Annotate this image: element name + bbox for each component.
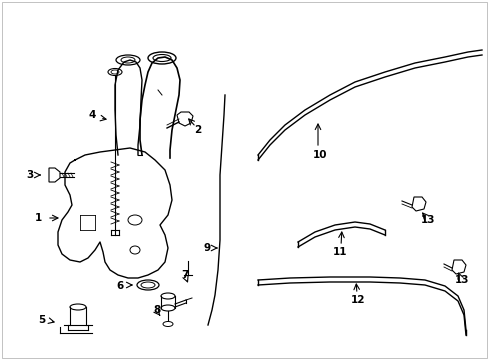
Text: 1: 1 bbox=[34, 213, 41, 223]
Text: 11: 11 bbox=[332, 247, 346, 257]
Text: 13: 13 bbox=[420, 215, 434, 225]
Text: 4: 4 bbox=[88, 110, 96, 120]
Text: 8: 8 bbox=[153, 305, 160, 315]
Text: 2: 2 bbox=[194, 125, 201, 135]
Text: 6: 6 bbox=[116, 281, 123, 291]
Text: 5: 5 bbox=[38, 315, 45, 325]
Text: 7: 7 bbox=[181, 270, 188, 280]
Text: 12: 12 bbox=[350, 295, 365, 305]
Text: 10: 10 bbox=[312, 150, 326, 160]
Text: 9: 9 bbox=[203, 243, 210, 253]
Text: 3: 3 bbox=[26, 170, 34, 180]
Text: 13: 13 bbox=[454, 275, 468, 285]
